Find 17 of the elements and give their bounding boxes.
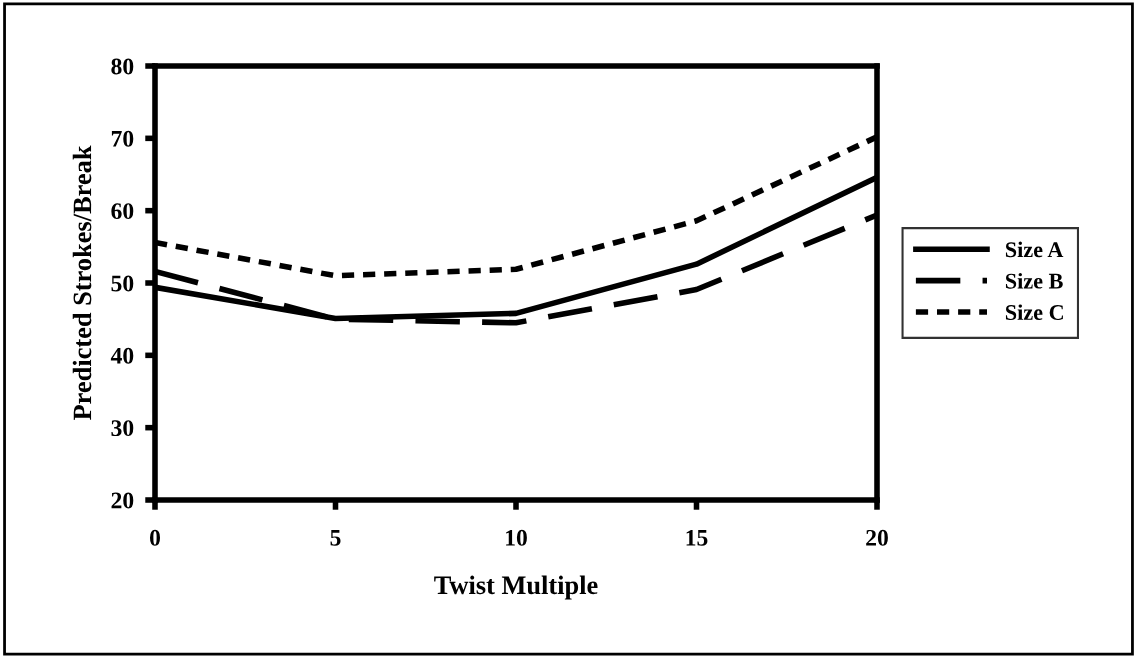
legend-label: Size B — [1005, 272, 1063, 289]
y-tick-label: 30 — [111, 420, 134, 437]
x-tick-label: 15 — [686, 529, 708, 546]
y-tick-label: 50 — [111, 275, 134, 292]
legend-label: Size A — [1005, 241, 1064, 258]
y-tick-label: 70 — [111, 130, 134, 147]
y-tick-label: 20 — [111, 492, 134, 509]
x-tick-label: 5 — [330, 530, 341, 546]
x-tick-label: 20 — [866, 529, 888, 546]
x-axis-title: Twist Multiple — [434, 575, 598, 600]
x-tick-label: 10 — [506, 529, 527, 546]
y-tick-label: 60 — [111, 203, 134, 220]
y-tick-label: 80 — [111, 58, 134, 75]
x-tick-label: 0 — [150, 529, 160, 546]
legend-label: Size C — [1005, 304, 1063, 321]
y-tick-label: 40 — [110, 347, 134, 364]
y-axis-title: Predicted Strokes/Break — [72, 145, 92, 421]
